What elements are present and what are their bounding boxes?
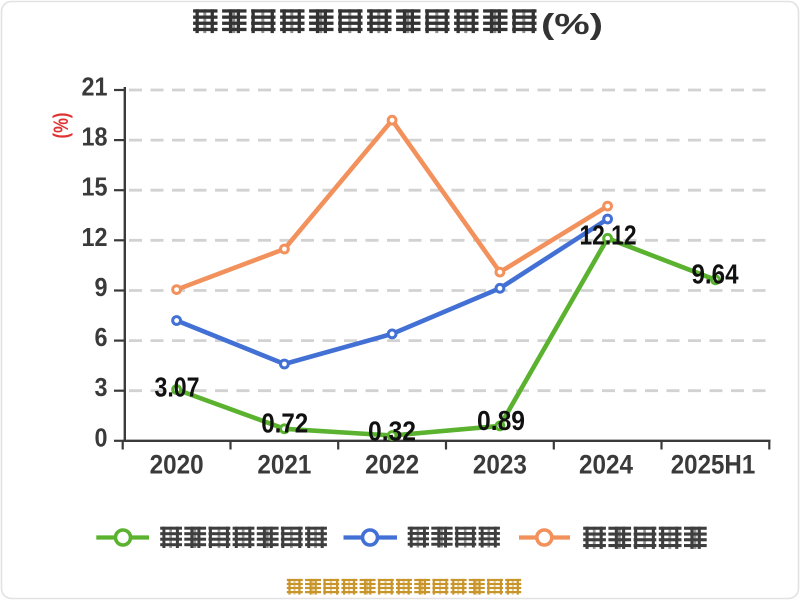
svg-text:2024: 2024 [579,450,633,480]
svg-text:2022: 2022 [365,450,419,480]
svg-text:3: 3 [95,372,108,402]
svg-text:(%): (%) [541,9,603,41]
svg-text:(%): (%) [50,113,73,139]
svg-text:2023: 2023 [473,450,527,480]
svg-text:18: 18 [82,122,108,152]
svg-text:2020: 2020 [150,450,204,480]
svg-text:3.07: 3.07 [155,372,200,403]
svg-text:0.32: 0.32 [368,416,416,447]
svg-text:2021: 2021 [257,450,311,480]
svg-text:12.12: 12.12 [580,220,637,251]
svg-text:0.72: 0.72 [261,408,308,439]
svg-text:21: 21 [82,72,108,102]
svg-text:0: 0 [95,422,108,452]
svg-text:0.89: 0.89 [477,405,525,436]
svg-text:15: 15 [82,172,108,202]
svg-text:12: 12 [82,222,108,252]
svg-text:9.64: 9.64 [692,259,739,290]
svg-text:9: 9 [95,272,108,302]
svg-text:6: 6 [95,322,108,352]
svg-text:2025H1: 2025H1 [671,450,756,480]
